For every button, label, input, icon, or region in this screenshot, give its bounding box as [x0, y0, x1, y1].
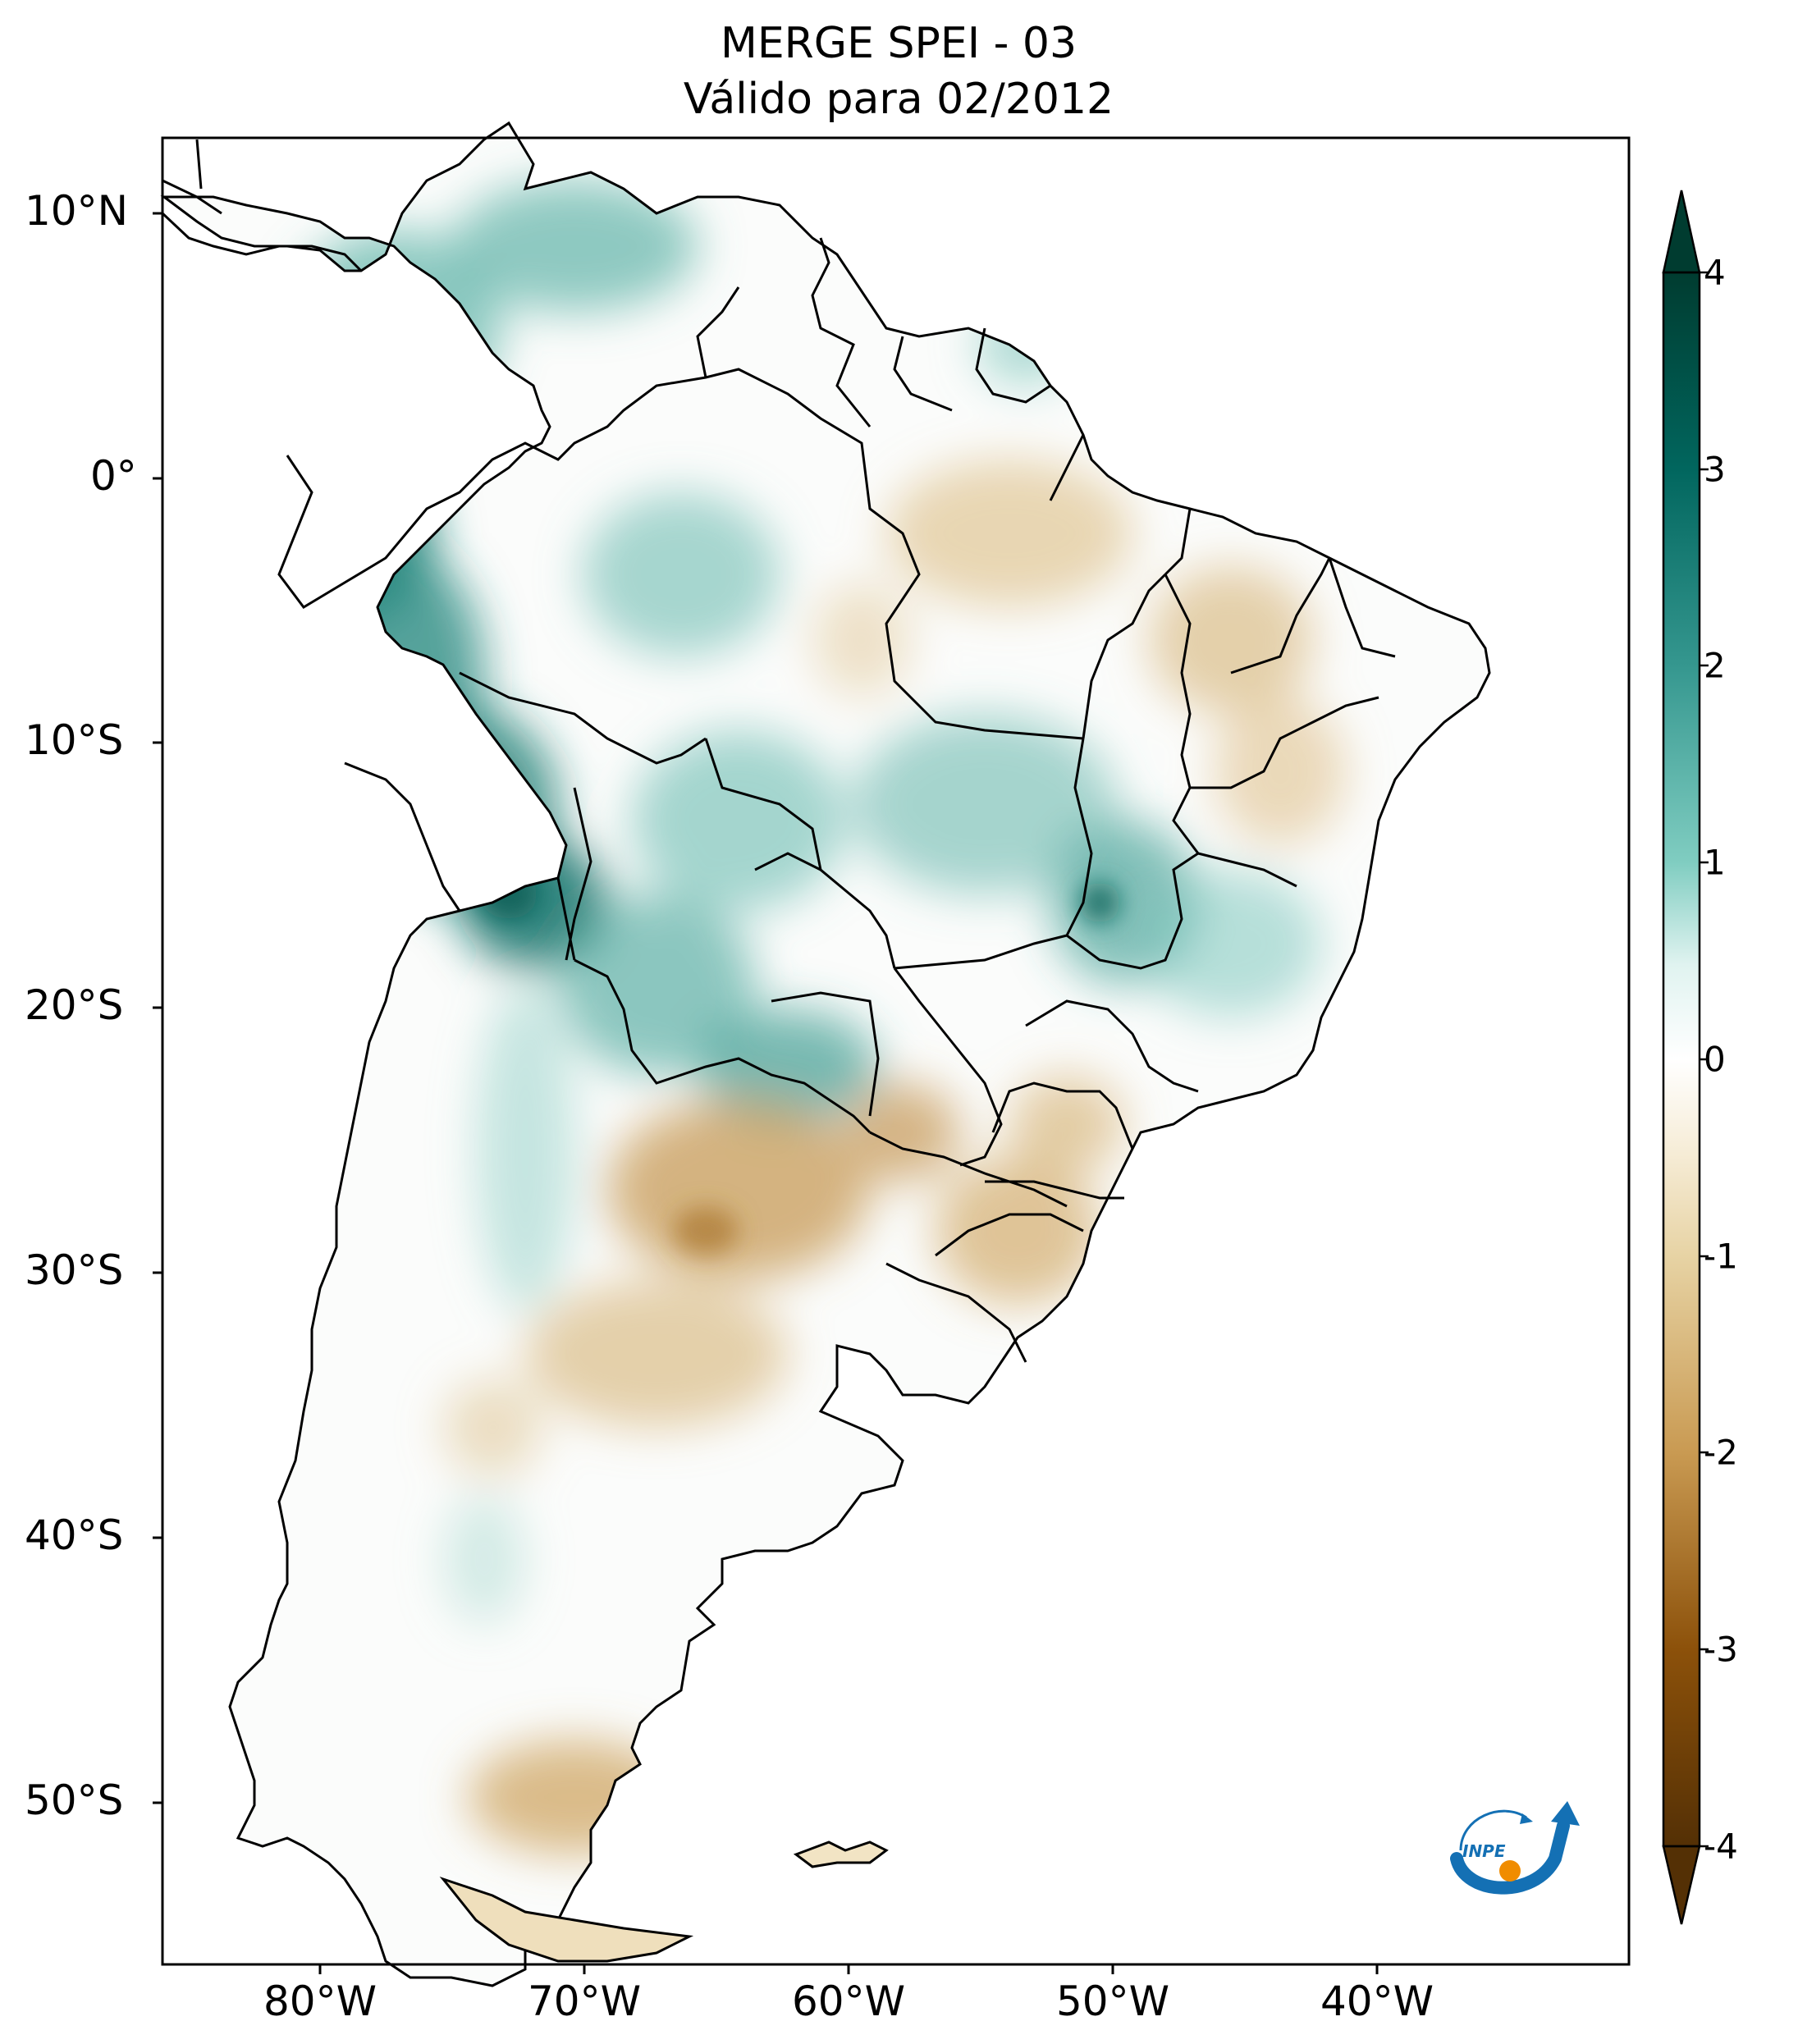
- lon-label-50w: 50°W: [1055, 1978, 1170, 2025]
- colorbar-extend-max: [1662, 190, 1701, 274]
- political-borders: [277, 237, 1396, 1363]
- colorbar-label-2: 2: [1704, 645, 1726, 686]
- map-subtitle: Válido para 02/2012: [683, 75, 1114, 124]
- colorbar-label-0: 0: [1704, 1039, 1726, 1080]
- tierra-del-fuego-outline: [439, 1876, 694, 1963]
- map-title: MERGE SPEI - 03: [720, 19, 1077, 68]
- colorbar: [1662, 190, 1709, 1925]
- colorbar-ramp: [1663, 272, 1700, 1846]
- lon-label-60w: 60°W: [791, 1978, 906, 2025]
- colorbar-label-neg2: -2: [1704, 1432, 1738, 1473]
- lon-label-70w: 70°W: [527, 1978, 642, 2025]
- lon-label-40w: 40°W: [1320, 1978, 1434, 2025]
- colorbar-ticks: [1700, 271, 1709, 1848]
- colorbar-extend-min: [1662, 1845, 1701, 1925]
- lat-label-10n: 10°N: [25, 187, 129, 235]
- colorbar-label-neg4: -4: [1704, 1826, 1738, 1867]
- colorbar-label-3: 3: [1704, 449, 1726, 490]
- inpe-logo: INPE: [1444, 1793, 1584, 1900]
- logo-swoosh-icon: [1450, 1819, 1570, 1895]
- colorbar-label-1: 1: [1704, 842, 1726, 883]
- map-frame: [161, 136, 1631, 1966]
- colorbar-label-neg1: -1: [1704, 1236, 1738, 1277]
- lat-label-0: 0°: [90, 452, 137, 500]
- logo-text: INPE: [1462, 1841, 1506, 1861]
- lat-label-10s: 10°S: [25, 716, 124, 764]
- colorbar-label-4: 4: [1704, 252, 1726, 293]
- lon-label-80w: 80°W: [263, 1978, 377, 2025]
- lat-label-20s: 20°S: [25, 981, 124, 1029]
- central-america-outline: [161, 139, 363, 272]
- logo-orbit-icon: [1459, 1809, 1527, 1851]
- lat-label-30s: 30°S: [25, 1246, 124, 1294]
- logo-sun-icon: [1499, 1860, 1521, 1882]
- lat-label-50s: 50°S: [25, 1776, 124, 1824]
- axis-ticks: [153, 212, 1379, 1974]
- falklands-outline: [793, 1841, 889, 1868]
- lat-label-40s: 40°S: [25, 1511, 124, 1559]
- colorbar-label-neg3: -3: [1704, 1629, 1738, 1670]
